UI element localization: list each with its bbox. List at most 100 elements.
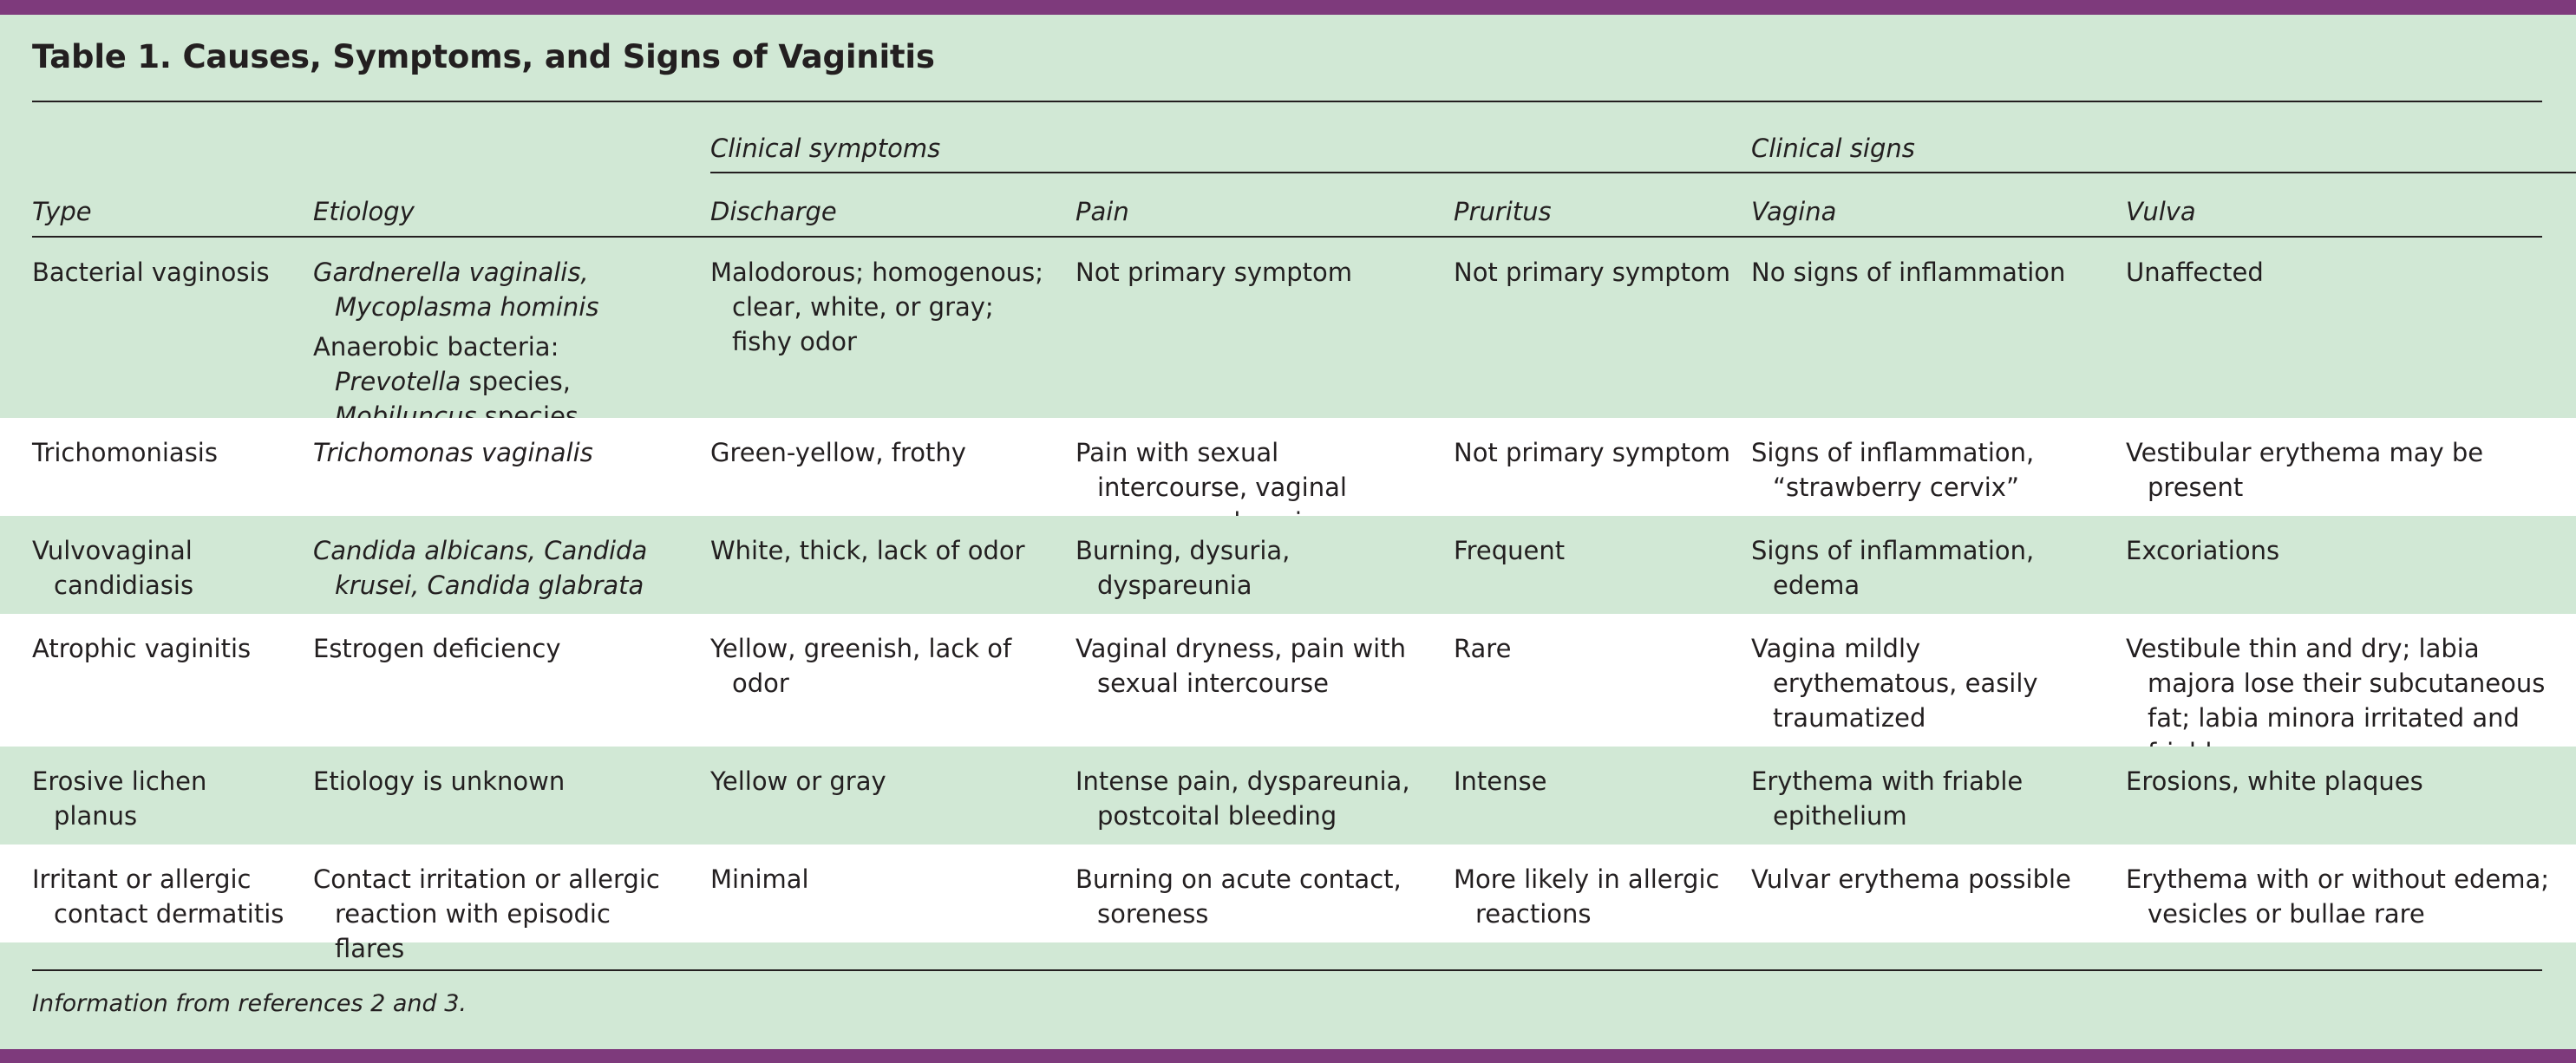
cell-text: Trichomoniasis	[32, 438, 218, 467]
cell-text: Irritant or allergic contact dermatitis	[32, 864, 284, 929]
cell-text: Erosions, white plaques	[2126, 766, 2423, 796]
cell-text: Erythema with or without edema; vesicles…	[2126, 864, 2549, 929]
cell-text: Not primary symptom	[1454, 258, 1731, 287]
cell-pruritus: Not primary symptom	[1454, 435, 1731, 470]
table-row: Bacterial vaginosis Gardnerella vaginalis…	[0, 238, 2576, 431]
cell-text: Unaffected	[2126, 258, 2264, 287]
cell-discharge: Green-yellow, frothy	[710, 435, 1044, 470]
etiology-text: Prevotella	[335, 367, 461, 396]
cell-text: Frequent	[1454, 536, 1566, 565]
table-row: Trichomoniasis Trichomonas vaginalis Green…	[0, 418, 2576, 537]
cell-type: Bacterial vaginosis	[32, 255, 292, 290]
cell-pain: Not primary symptom	[1076, 255, 1431, 290]
cell-text: Malodorous; homogenous; clear, white, or…	[710, 258, 1043, 356]
cell-text: Not primary symptom	[1454, 438, 1731, 467]
cell-discharge: Yellow or gray	[710, 764, 1044, 799]
cell-pruritus: Rare	[1454, 631, 1731, 666]
cell-text: White, thick, lack of odor	[710, 536, 1025, 565]
cell-discharge: Malodorous; homogenous; clear, white, or…	[710, 255, 1044, 359]
etiology-paragraph: Contact irritation or allergic reaction …	[313, 862, 677, 966]
cell-vagina: Signs of inflammation, edema	[1751, 533, 2098, 603]
cell-text: Burning, dysuria, dyspareunia	[1076, 536, 1291, 600]
column-header-vulva: Vulva	[2126, 197, 2196, 226]
column-header-etiology: Etiology	[313, 197, 415, 226]
cell-etiology: Gardnerella vaginalis, Mycoplasma homini…	[313, 255, 677, 434]
etiology-text: Candida albicans, Candida krusei, Candid…	[313, 536, 648, 600]
cell-etiology: Candida albicans, Candida krusei, Candid…	[313, 533, 677, 603]
cell-text: Yellow, greenish, lack of odor	[710, 634, 1012, 698]
cell-text: Yellow or gray	[710, 766, 886, 796]
cell-text: Bacterial vaginosis	[32, 258, 270, 287]
cell-vagina: Vagina mildly erythematous, easily traum…	[1751, 631, 2098, 735]
cell-text: Burning on acute contact, soreness	[1076, 864, 1402, 929]
etiology-paragraph: Etiology is unknown	[313, 764, 677, 799]
cell-text: Minimal	[710, 864, 809, 894]
table-row: Irritant or allergic contact dermatitis C…	[0, 845, 2576, 963]
cell-pain: Intense pain, dyspareunia, postcoital bl…	[1076, 764, 1431, 833]
column-header-type: Type	[32, 197, 92, 226]
cell-vulva: Unaffected	[2126, 255, 2551, 290]
column-header-pain: Pain	[1076, 197, 1129, 226]
cell-pruritus: Intense	[1454, 764, 1731, 799]
cell-type: Atrophic vaginitis	[32, 631, 292, 666]
cell-discharge: Minimal	[710, 862, 1044, 897]
etiology-paragraph: Estrogen deficiency	[313, 631, 677, 666]
column-header-discharge: Discharge	[710, 197, 837, 226]
table-row: Erosive lichen planus Etiology is unknown…	[0, 747, 2576, 845]
cell-type: Trichomoniasis	[32, 435, 292, 470]
table-row: Atrophic vaginitis Estrogen deficiency Yel…	[0, 614, 2576, 767]
column-header-vagina: Vagina	[1751, 197, 1837, 226]
cell-text: Signs of inflammation, “strawberry cervi…	[1751, 438, 2035, 502]
cell-type: Erosive lichen planus	[32, 764, 292, 833]
cell-text: No signs of inflammation	[1751, 258, 2066, 287]
cell-vagina: No signs of inflammation	[1751, 255, 2098, 290]
etiology-text: Anaerobic bacteria:	[313, 332, 559, 362]
etiology-text: Estrogen deficiency	[313, 634, 561, 663]
etiology-text: Contact irritation or allergic reaction …	[313, 864, 660, 963]
cell-text: More likely in allergic reactions	[1454, 864, 1720, 929]
group-rule	[710, 172, 2576, 173]
cell-text: Vulvar erythema possible	[1751, 864, 2071, 894]
etiology-text: Gardnerella vaginalis, Mycoplasma homini…	[313, 258, 599, 322]
cell-text: Vulvovaginal candidiasis	[32, 536, 194, 600]
etiology-paragraph: Trichomonas vaginalis	[313, 435, 677, 470]
cell-text: Vagina mildly erythematous, easily traum…	[1751, 634, 2038, 733]
group-header-symptoms: Clinical symptoms	[710, 134, 941, 163]
cell-etiology: Contact irritation or allergic reaction …	[313, 862, 677, 966]
cell-etiology: Etiology is unknown	[313, 764, 677, 799]
cell-text: Vaginal dryness, pain with sexual interc…	[1076, 634, 1406, 698]
cell-vagina: Vulvar erythema possible	[1751, 862, 2098, 897]
etiology-paragraph: Candida albicans, Candida krusei, Candid…	[313, 533, 677, 603]
cell-text: Erythema with friable epithelium	[1751, 766, 2024, 831]
bottom-accent-bar	[0, 1049, 2576, 1063]
etiology-text: species,	[461, 367, 572, 396]
etiology-paragraph: Anaerobic bacteria: Prevotella species, …	[313, 329, 677, 434]
cell-discharge: White, thick, lack of odor	[710, 533, 1044, 568]
cell-pruritus: More likely in allergic reactions	[1454, 862, 1731, 931]
cell-pruritus: Not primary symptom	[1454, 255, 1731, 290]
cell-pain: Burning, dysuria, dyspareunia	[1076, 533, 1431, 603]
cell-text: Vestibular erythema may be present	[2126, 438, 2484, 502]
column-header-pruritus: Pruritus	[1454, 197, 1552, 226]
cell-text: Not primary symptom	[1076, 258, 1353, 287]
etiology-paragraph: Gardnerella vaginalis, Mycoplasma homini…	[313, 255, 677, 324]
cell-pain: Vaginal dryness, pain with sexual interc…	[1076, 631, 1431, 701]
cell-pain: Burning on acute contact, soreness	[1076, 862, 1431, 931]
cell-text: Excoriations	[2126, 536, 2280, 565]
title-rule	[32, 101, 2542, 102]
table-row: Vulvovaginal candidiasis Candida albicans…	[0, 516, 2576, 614]
cell-text: Green-yellow, frothy	[710, 438, 966, 467]
etiology-text: Etiology is unknown	[313, 766, 566, 796]
cell-vulva: Erythema with or without edema; vesicles…	[2126, 862, 2551, 931]
cell-discharge: Yellow, greenish, lack of odor	[710, 631, 1044, 701]
etiology-text: Trichomonas vaginalis	[313, 438, 593, 467]
cell-text: Signs of inflammation, edema	[1751, 536, 2035, 600]
cell-vulva: Erosions, white plaques	[2126, 764, 2551, 799]
cell-vulva: Excoriations	[2126, 533, 2551, 568]
cell-etiology: Estrogen deficiency	[313, 631, 677, 666]
group-header-signs: Clinical signs	[1751, 134, 1915, 163]
cell-type: Irritant or allergic contact dermatitis	[32, 862, 292, 931]
top-accent-bar	[0, 0, 2576, 15]
cell-vulva: Vestibular erythema may be present	[2126, 435, 2551, 505]
header-rule	[32, 236, 2542, 238]
